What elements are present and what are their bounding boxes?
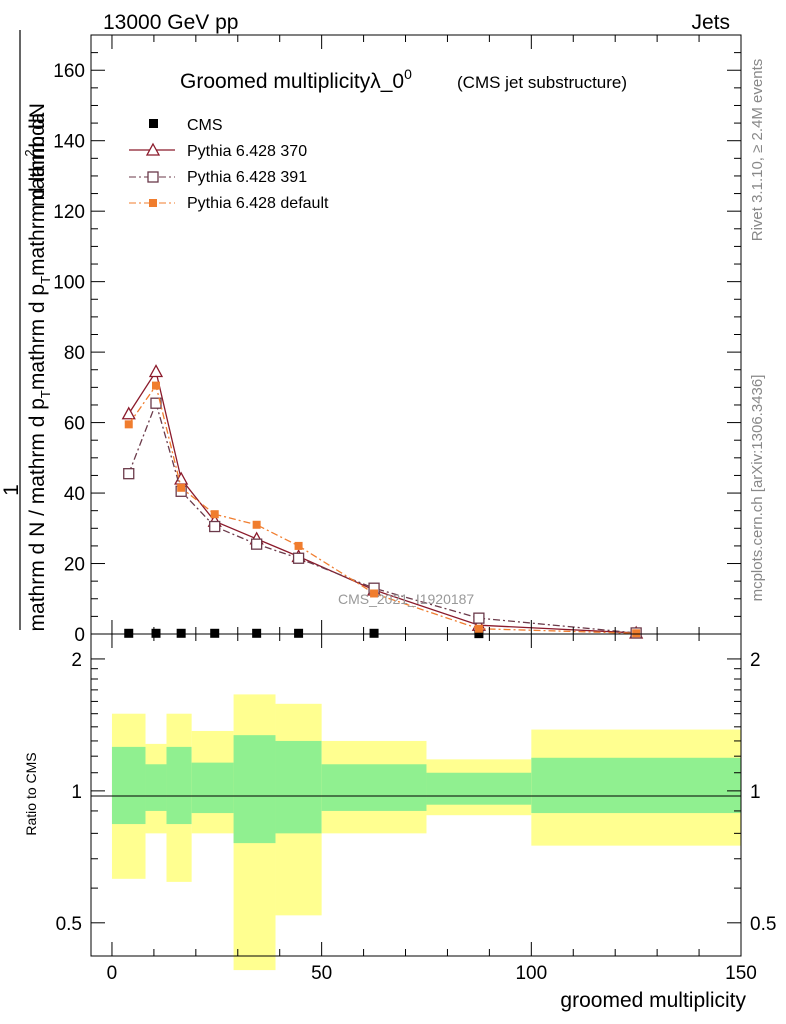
data-point-default	[294, 541, 303, 550]
data-point-default	[210, 510, 219, 519]
chart-title-sup: 0	[404, 66, 412, 82]
ylabel-den-text: mathrm d N / mathrm d p	[26, 398, 49, 631]
legend-label-391: Pythia 6.428 391	[187, 169, 307, 186]
data-point-default	[370, 589, 379, 598]
ylabel-num-sup: 2	[22, 149, 37, 156]
main-ytick-label: 60	[64, 414, 85, 435]
data-point-default	[252, 520, 261, 529]
ratio-band-inner	[166, 746, 192, 825]
legend-marker-default	[149, 199, 157, 207]
chart-title-text: Groomed multiplicityλ_0	[180, 70, 404, 93]
header-left: 13000 GeV pp	[103, 11, 238, 34]
data-point-default	[152, 381, 160, 390]
data-point-391	[209, 520, 221, 533]
ratio-band-inner	[275, 740, 322, 834]
legend-marker-cms	[149, 119, 158, 128]
legend-entry-cms: CMS	[149, 117, 223, 134]
ylabel-one: 1	[0, 484, 23, 496]
main-ytick-label: 120	[53, 202, 85, 223]
ratio-ytick-label-right: 1	[750, 782, 761, 803]
data-point-cms	[210, 628, 220, 638]
main-ylabel: 1 mathrm dN 2 mathrm d N / mathrm d pTma…	[0, 30, 53, 631]
ratio-ytick-label: 1	[71, 782, 82, 803]
rivet-label: Rivet 3.1.10, ≥ 2.4M events	[749, 59, 766, 242]
main-ytick-label: 160	[53, 61, 85, 82]
ratio-frame	[90, 633, 742, 957]
chart-title: Groomed multiplicityλ_00	[180, 66, 412, 93]
ratio-ylabel: Ratio to CMS	[23, 752, 39, 835]
legend-label-cms: CMS	[187, 117, 223, 134]
data-point-default	[177, 483, 186, 492]
main-ytick-label: 80	[64, 343, 85, 364]
ylabel-den-sub: T	[38, 390, 53, 398]
data-point-cms	[151, 628, 161, 638]
mcplots-label: mcplots.cern.ch [arXiv:1306.3436]	[749, 375, 766, 602]
data-point-391	[250, 538, 263, 550]
ratio-band-inner	[531, 757, 741, 814]
main-ytick-label: 0	[74, 625, 85, 646]
legend-entry-391: Pythia 6.428 391	[129, 169, 307, 186]
ylabel-denominator: mathrm d N / mathrm d pTmathrm d pTmathr…	[26, 112, 53, 631]
header-right: Jets	[691, 11, 730, 34]
data-point-cms	[252, 628, 262, 638]
data-point-cms	[369, 628, 379, 638]
data-point-cms	[124, 628, 134, 638]
data-point-370	[121, 406, 136, 420]
ratio-panel: 0.5 0.5 1 1 2 2 0 50 100 150 Ratio to CMS groomed…	[23, 633, 776, 1012]
ratio-band-inner	[111, 746, 146, 825]
ratio-ytick-label-right: 0.5	[750, 914, 776, 935]
data-point-391	[123, 468, 135, 480]
legend-marker-391	[147, 171, 159, 183]
data-point-370	[148, 364, 164, 378]
ratio-band-inner	[321, 764, 427, 811]
ylabel-numerator: mathrm dN	[26, 103, 49, 207]
data-point-cms	[176, 628, 186, 638]
ylabel-rest-text: mathrm d p	[26, 284, 49, 390]
main-ytick-label: 100	[53, 273, 85, 294]
ratio-ytick-label: 2	[71, 650, 82, 671]
data-point-default	[124, 420, 133, 429]
data-point-391	[473, 612, 485, 624]
ylabel-tail-text: mathrm d lambda	[26, 112, 49, 276]
data-point-default	[632, 629, 641, 638]
legend-label-370: Pythia 6.428 370	[187, 143, 307, 160]
ratio-xtick-label: 0	[107, 963, 118, 984]
ylabel-rest-sub: T	[38, 276, 53, 284]
watermark: CMS_2021_I1920187	[338, 591, 474, 607]
legend-entry-default: Pythia 6.428 default	[129, 195, 329, 212]
legend-marker-370	[145, 142, 161, 156]
main-ytick-label: 20	[64, 555, 85, 576]
ratio-ytick-label-right: 2	[750, 650, 761, 671]
xlabel: groomed multiplicity	[560, 989, 746, 1012]
data-point-391	[292, 552, 305, 564]
main-ytick-label: 40	[64, 484, 85, 505]
ratio-xtick-label: 150	[725, 963, 757, 984]
ratio-band-inner	[426, 772, 532, 805]
ratio-xtick-label: 50	[311, 963, 332, 984]
chart-subtitle: (CMS jet substructure)	[457, 73, 627, 92]
data-point-cms	[294, 628, 304, 638]
data-point-default	[474, 624, 483, 633]
ratio-band-inner	[191, 762, 234, 814]
legend: CMS Pythia 6.428 370 Pythia 6.428 391 Py…	[129, 117, 329, 212]
ratio-band-inner	[233, 735, 276, 844]
ratio-xtick-label: 100	[515, 963, 547, 984]
ratio-band-inner	[145, 764, 167, 811]
main-ytick-label: 140	[53, 132, 85, 153]
ylabel-num-text: mathrm dN	[26, 103, 49, 207]
ratio-ytick-label: 0.5	[56, 914, 82, 935]
legend-entry-370: Pythia 6.428 370	[129, 142, 307, 160]
legend-label-default: Pythia 6.428 default	[187, 195, 329, 212]
